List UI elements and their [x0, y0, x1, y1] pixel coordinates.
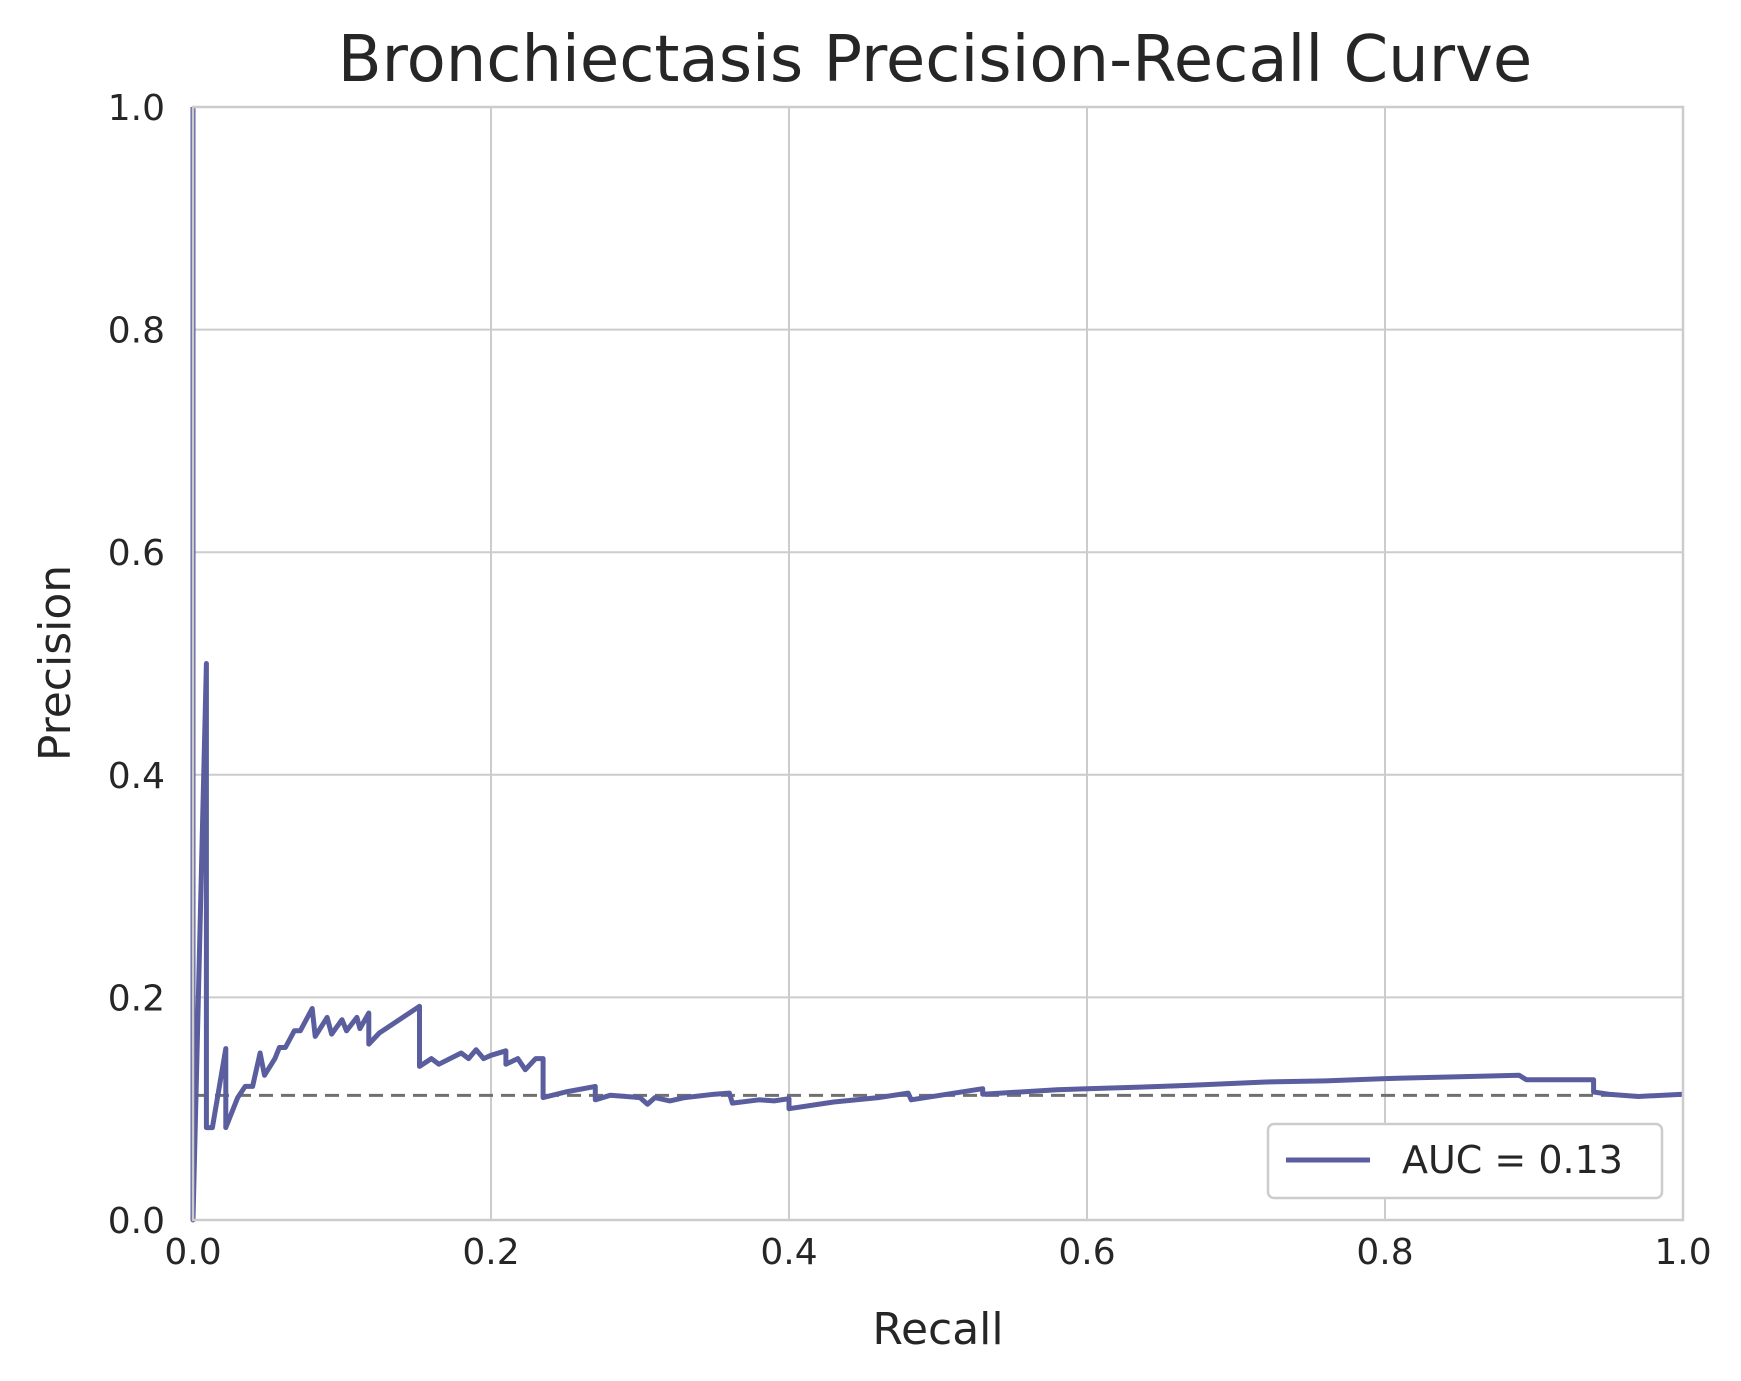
plot-frame	[191, 105, 1685, 1222]
series-line-auc	[190, 107, 1684, 1223]
y-tick-label: 1.0	[108, 88, 165, 129]
x-tick-label: 0.6	[1058, 1232, 1115, 1273]
x-axis-label: Recall	[872, 1304, 1003, 1355]
legend-label: AUC = 0.13	[1402, 1138, 1623, 1182]
legend: AUC = 0.13	[1266, 1122, 1664, 1200]
y-tick-label: 0.2	[108, 978, 165, 1019]
y-axis-label: Precision	[30, 565, 81, 761]
x-tick-label: 0.2	[462, 1232, 519, 1273]
ticks: 0.0 0.2 0.4 0.6 0.8 1.0 0.0 0.2 0.4 0.6 0.8 1.0	[108, 88, 1712, 1273]
chart-title: Bronchiectasis Precision-Recall Curve	[338, 23, 1533, 97]
y-tick-label: 0.6	[108, 533, 165, 574]
x-tick-label: 0.0	[164, 1232, 221, 1273]
grid	[192, 106, 1684, 1221]
y-tick-label: 0.4	[108, 756, 165, 797]
x-tick-label: 0.8	[1356, 1232, 1413, 1273]
x-tick-label: 1.0	[1654, 1232, 1711, 1273]
y-tick-label: 0.0	[108, 1201, 165, 1242]
x-tick-label: 0.4	[760, 1232, 817, 1273]
y-tick-label: 0.8	[108, 311, 165, 352]
legend-box	[1266, 1122, 1664, 1200]
